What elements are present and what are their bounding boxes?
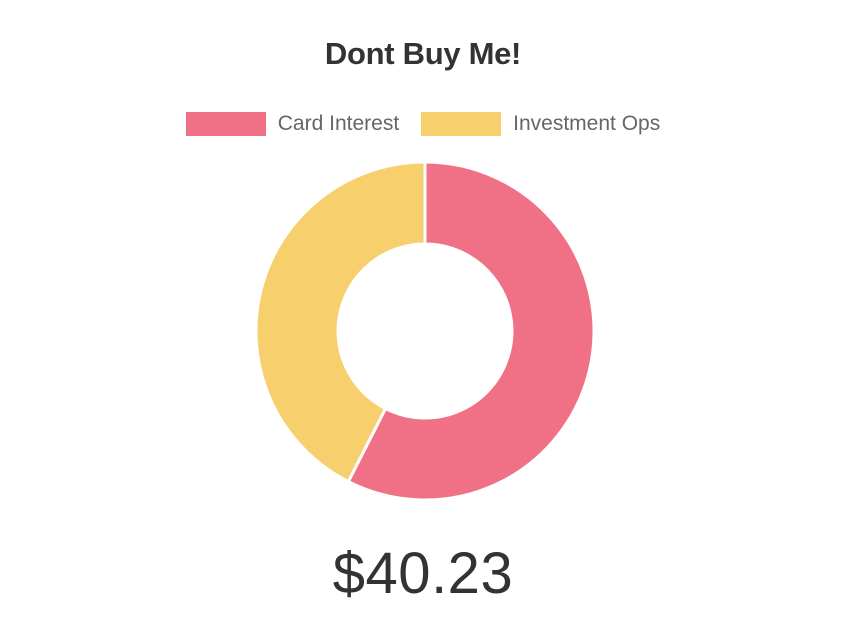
legend-item-card-interest[interactable]: Card Interest <box>185 112 400 136</box>
chart-legend: Card Interest Investment Ops <box>0 112 846 136</box>
chart-title: Dont Buy Me! <box>324 36 522 71</box>
legend-item-investment-ops[interactable]: Investment Ops <box>421 112 660 136</box>
slice-card-interest[interactable] <box>346 160 596 502</box>
legend-label-investment-ops: Investment Ops <box>513 112 661 135</box>
legend-label-card-interest: Card Interest <box>277 112 400 135</box>
total-amount: $40.23 <box>332 541 514 606</box>
slice-investment-ops[interactable] <box>254 160 427 484</box>
legend-swatch-investment-ops <box>421 112 502 136</box>
legend-swatch-card-interest <box>185 112 266 136</box>
